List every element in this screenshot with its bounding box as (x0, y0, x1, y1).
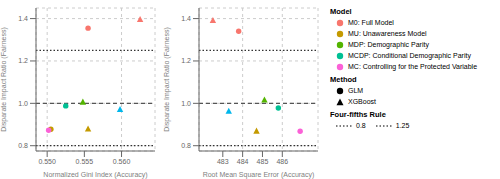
html-text:XGBoost: XGBoost (348, 98, 376, 105)
svg-text:1.4: 1.4 (18, 15, 28, 22)
html-text:MU: Unawareness Model: MU: Unawareness Model (348, 30, 427, 37)
svg-text:0.560: 0.560 (113, 158, 131, 165)
html-text:Four-fifths Rule: Four-fifths Rule (330, 110, 386, 119)
svg-text:484: 484 (237, 158, 249, 165)
html-text:MDP: Demographic Parity: MDP: Demographic Parity (348, 41, 429, 48)
svg-text:485: 485 (257, 158, 269, 165)
svg-text:0.8: 0.8 (181, 142, 191, 149)
svg-text:0.550: 0.550 (38, 158, 56, 165)
svg-text:1.2: 1.2 (181, 57, 191, 64)
html-text:M0: Full Model: M0: Full Model (348, 19, 394, 26)
svg-text:1.4: 1.4 (181, 15, 191, 22)
svg-text:486: 486 (276, 158, 288, 165)
svg-text:Disparate Impact Ratio (Fairne: Disparate Impact Ratio (Fairness) (8, 27, 9, 132)
svg-text:1.0: 1.0 (18, 100, 28, 107)
html-text:0.8: 0.8 (356, 122, 366, 129)
html-text:Model: Model (330, 7, 352, 16)
svg-text:Disparate Impact Ratio (Fairne: Disparate Impact Ratio (Fairness) (163, 27, 171, 132)
html-text:MC: Controlling for the Protec: MC: Controlling for the Protected Variab… (348, 63, 477, 70)
svg-text:1.0: 1.0 (181, 100, 191, 107)
html-text:1.25: 1.25 (395, 122, 410, 129)
svg-text:0.555: 0.555 (76, 158, 94, 165)
svg-text:1.2: 1.2 (18, 57, 28, 64)
html-text:Method: Method (330, 75, 357, 84)
svg-text:Normalized Gini Index (Accurac: Normalized Gini Index (Accuracy) (43, 171, 147, 179)
svg-text:0.8: 0.8 (18, 142, 28, 149)
html-text:GLM: GLM (348, 87, 364, 94)
svg-text:483: 483 (217, 158, 229, 165)
svg-text:Root Mean Square Error (Accura: Root Mean Square Error (Accuracy) (203, 171, 315, 179)
html-text:MCDP: Conditional Demographic: MCDP: Conditional Demographic Parity (348, 52, 471, 59)
